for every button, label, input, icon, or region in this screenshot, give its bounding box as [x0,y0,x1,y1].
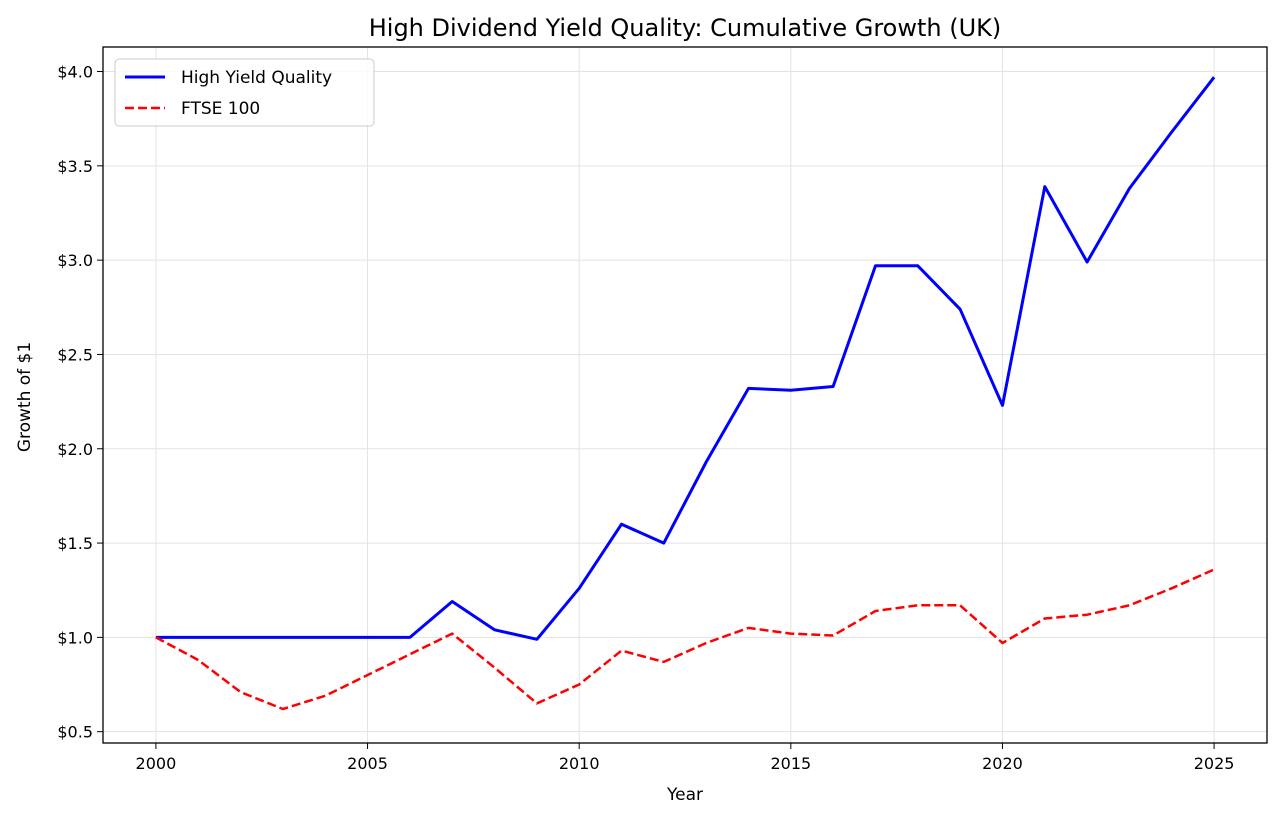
series-line-ftse-100 [155,568,1215,711]
y-tick-label: $3.0 [57,251,93,270]
y-tick-label: $2.5 [57,345,93,364]
y-tick-label: $2.0 [57,440,93,459]
legend-box [114,58,375,127]
y-tick-label: $1.0 [57,628,93,647]
y-tick-label: $0.5 [57,723,93,742]
x-tick-label: 2005 [347,754,388,773]
y-tick-label: $4.0 [57,63,93,82]
x-tick-label: 2025 [1194,754,1235,773]
x-tick-label: 2020 [982,754,1023,773]
legend: High Yield Quality FTSE 100 [114,58,375,127]
chart-title: High Dividend Yield Quality: Cumulative … [369,14,1002,42]
y-tick-label: $3.5 [57,157,93,176]
series-line-high-yield-quality [155,76,1216,641]
x-axis-label: Year [666,785,703,805]
x-tick-label: 2010 [559,754,600,773]
plot-area-frame [102,46,1268,744]
legend-label-high-yield-quality: High Yield Quality [181,68,332,88]
series-lines [155,76,1216,711]
x-tick-label: 2015 [770,754,811,773]
y-axis-label: Growth of $1 [15,342,35,452]
x-tick-label: 2000 [136,754,177,773]
x-axis-ticks: 2000 2005 2010 2015 2020 2025 [136,743,1235,773]
y-tick-label: $1.5 [57,534,93,553]
legend-label-ftse-100: FTSE 100 [181,99,260,119]
y-axis-ticks: $0.5 $1.0 $1.5 $2.0 $2.5 $3.0 $3.5 $4.0 [57,63,103,742]
gridlines [103,47,1267,743]
